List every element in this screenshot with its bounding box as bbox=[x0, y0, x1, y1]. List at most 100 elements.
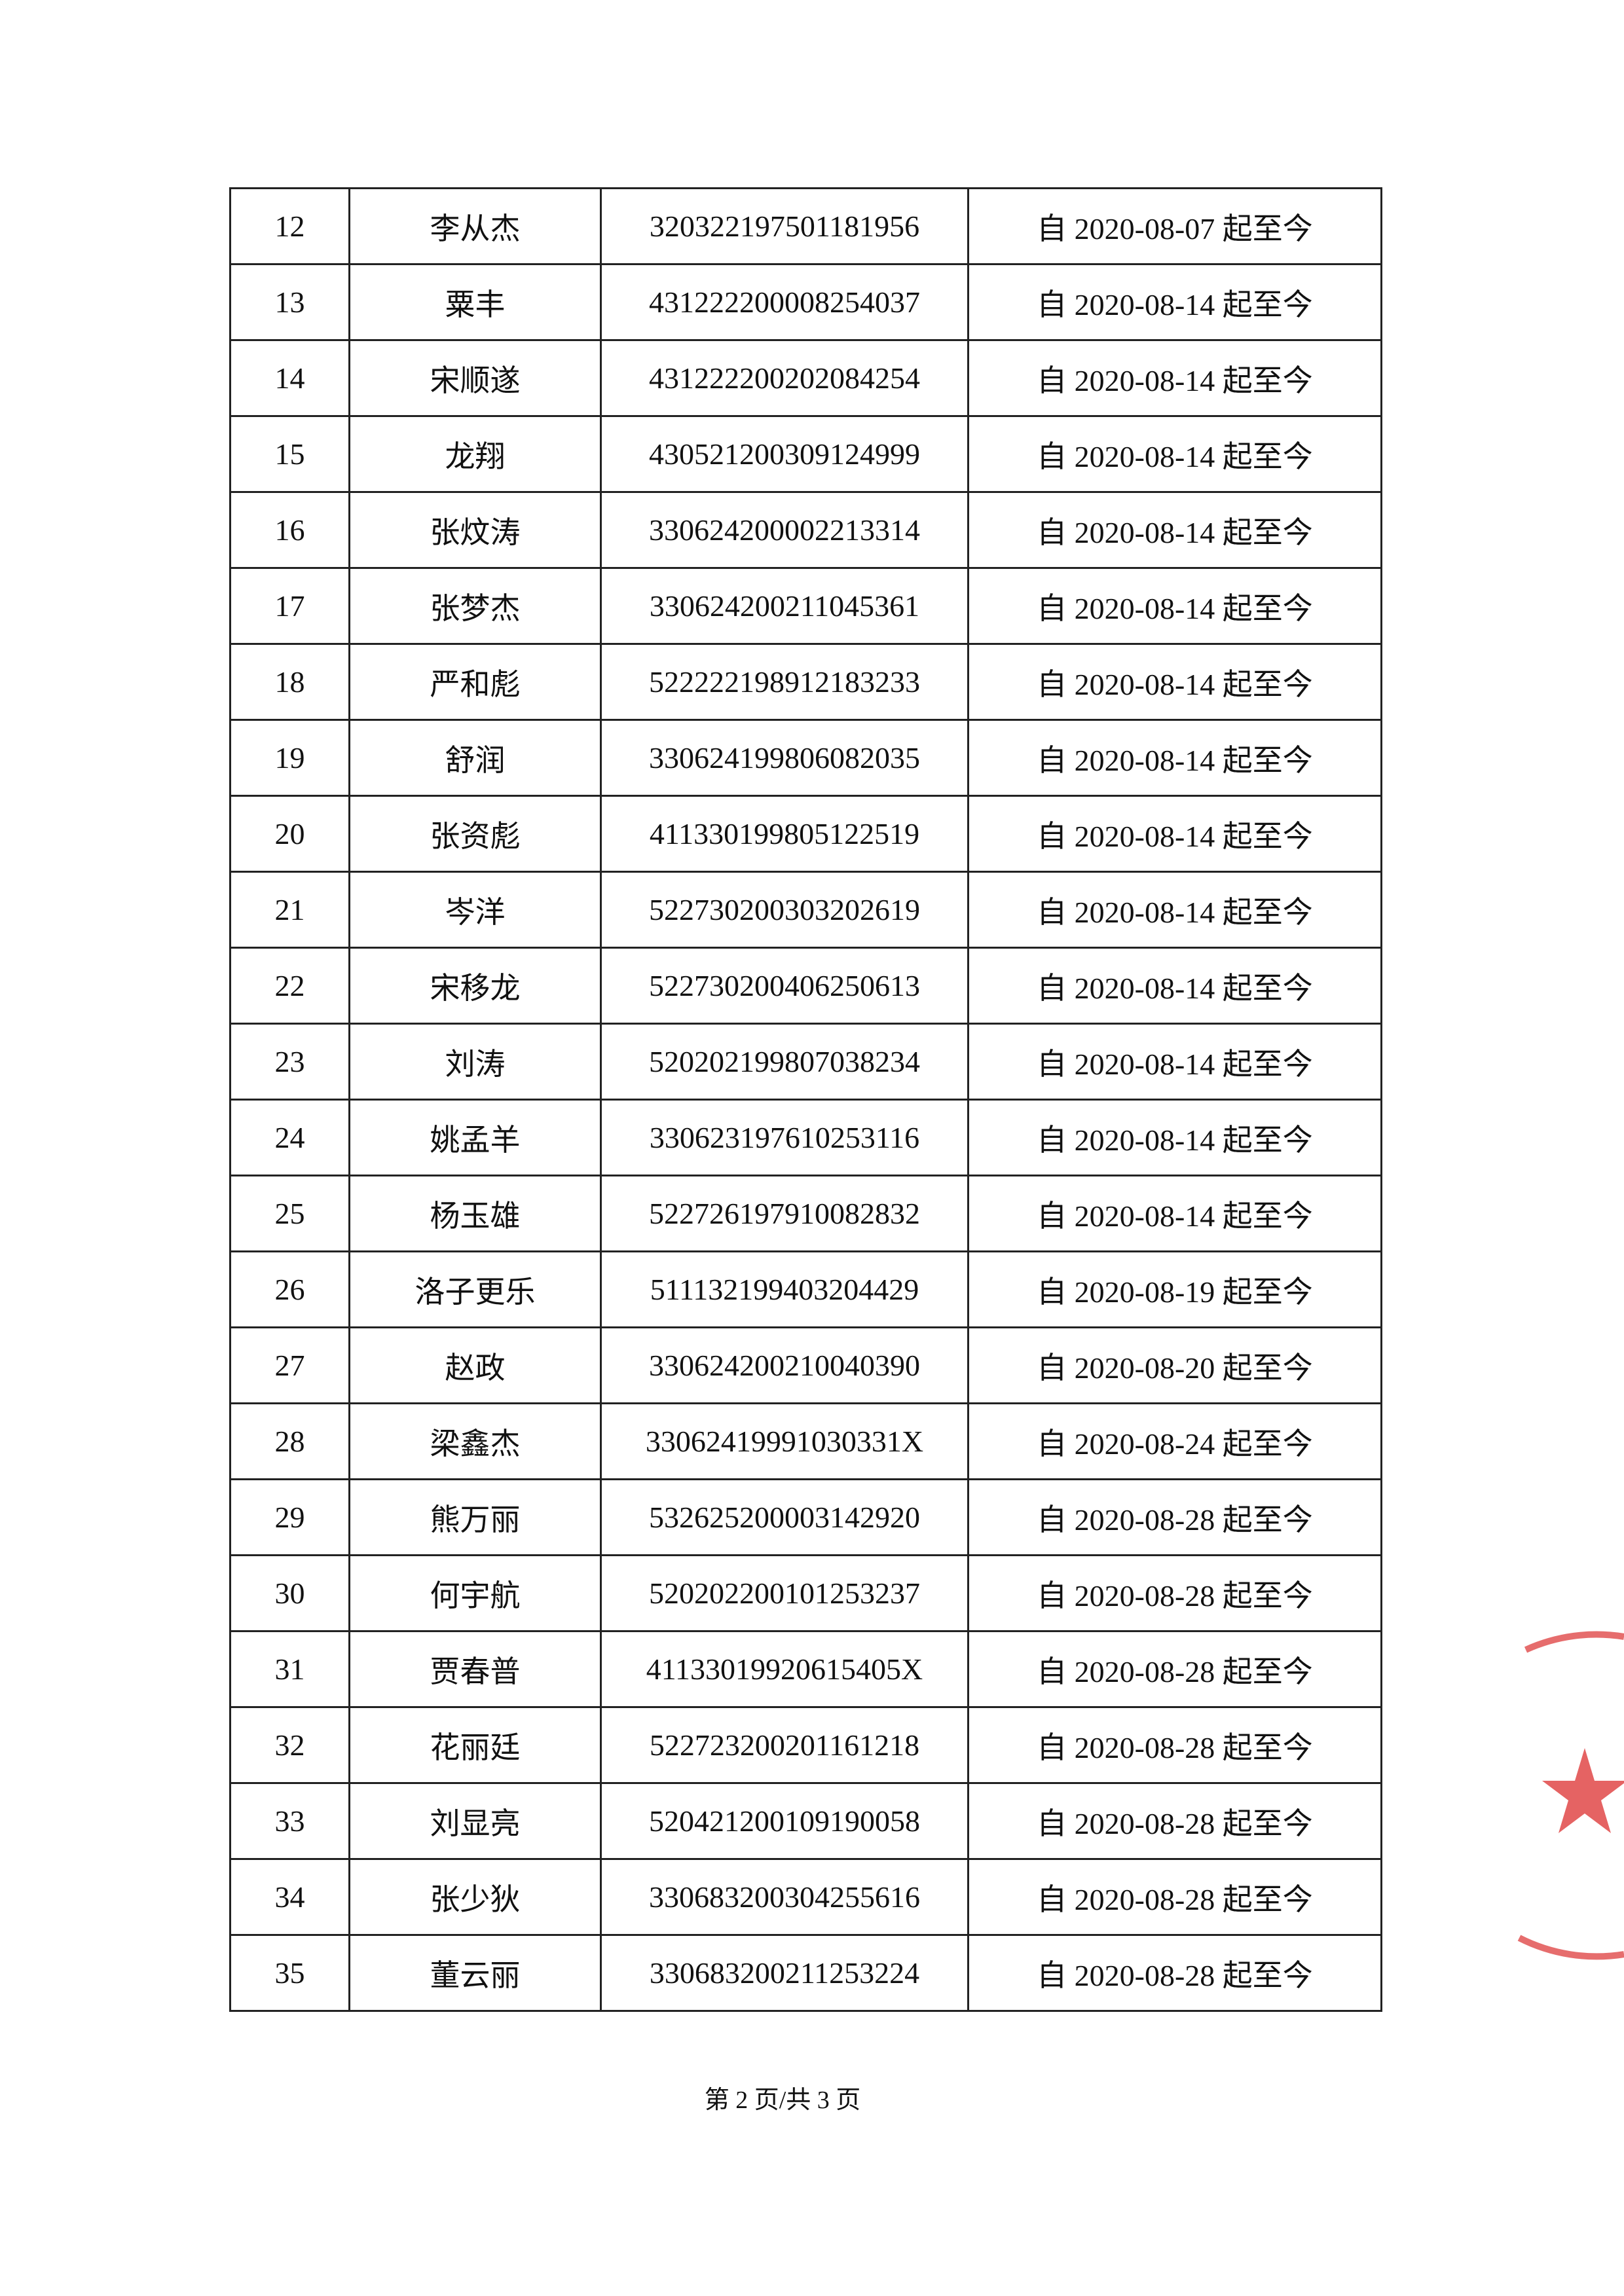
id-number: 520421200109190058 bbox=[600, 1782, 969, 1860]
date-range: 自 2020-08-14 起至今 bbox=[967, 1175, 1382, 1252]
id-number: 522730200406250613 bbox=[600, 947, 969, 1025]
name: 杨玉雄 bbox=[348, 1175, 602, 1252]
id-number: 522730200303202619 bbox=[600, 871, 969, 949]
row-number: 26 bbox=[229, 1250, 350, 1328]
row-number: 15 bbox=[229, 415, 350, 493]
id-number: 330624200211045361 bbox=[600, 567, 969, 645]
table-row: 16 张炆涛 330624200002213314 自 2020-08-14 起至今 bbox=[229, 491, 1382, 569]
id-number: 330624200210040390 bbox=[600, 1326, 969, 1404]
date-range: 自 2020-08-14 起至今 bbox=[967, 643, 1382, 721]
table-row: 21 岑洋 522730200303202619 自 2020-08-14 起至今 bbox=[229, 871, 1382, 949]
id-number: 320322197501181956 bbox=[600, 187, 969, 265]
row-number: 24 bbox=[229, 1099, 350, 1176]
row-number: 21 bbox=[229, 871, 350, 949]
date-range: 自 2020-08-14 起至今 bbox=[967, 491, 1382, 569]
table-row: 33 刘显亮 520421200109190058 自 2020-08-28 起至今 bbox=[229, 1782, 1382, 1860]
name: 贾春普 bbox=[348, 1630, 602, 1708]
row-number: 31 bbox=[229, 1630, 350, 1708]
date-range: 自 2020-08-28 起至今 bbox=[967, 1858, 1382, 1936]
name: 宋顺遂 bbox=[348, 339, 602, 417]
row-number: 29 bbox=[229, 1478, 350, 1556]
name: 张炆涛 bbox=[348, 491, 602, 569]
id-number: 520202200101253237 bbox=[600, 1554, 969, 1632]
date-range: 自 2020-08-14 起至今 bbox=[967, 339, 1382, 417]
row-number: 18 bbox=[229, 643, 350, 721]
date-range: 自 2020-08-28 起至今 bbox=[967, 1554, 1382, 1632]
name: 张资彪 bbox=[348, 795, 602, 873]
id-number: 522222198912183233 bbox=[600, 643, 969, 721]
table-row: 29 熊万丽 532625200003142920 自 2020-08-28 起至今 bbox=[229, 1478, 1382, 1556]
id-number: 33062419991030331X bbox=[600, 1402, 969, 1480]
row-number: 30 bbox=[229, 1554, 350, 1632]
row-number: 34 bbox=[229, 1858, 350, 1936]
row-number: 16 bbox=[229, 491, 350, 569]
date-range: 自 2020-08-14 起至今 bbox=[967, 871, 1382, 949]
stamp-arc bbox=[1524, 1631, 1624, 1653]
table-row: 28 梁鑫杰 33062419991030331X 自 2020-08-24 起至今 bbox=[229, 1402, 1382, 1480]
row-number: 27 bbox=[229, 1326, 350, 1404]
date-range: 自 2020-08-07 起至今 bbox=[967, 187, 1382, 265]
date-range: 自 2020-08-28 起至今 bbox=[967, 1934, 1382, 2012]
id-number: 411330199805122519 bbox=[600, 795, 969, 873]
row-number: 19 bbox=[229, 719, 350, 797]
date-range: 自 2020-08-14 起至今 bbox=[967, 1023, 1382, 1101]
table-row: 19 舒润 330624199806082035 自 2020-08-14 起至今 bbox=[229, 719, 1382, 797]
row-number: 28 bbox=[229, 1402, 350, 1480]
id-number: 330683200211253224 bbox=[600, 1934, 969, 2012]
name: 梁鑫杰 bbox=[348, 1402, 602, 1480]
date-range: 自 2020-08-14 起至今 bbox=[967, 947, 1382, 1025]
name: 姚孟羊 bbox=[348, 1099, 602, 1176]
id-number: 532625200003142920 bbox=[600, 1478, 969, 1556]
name: 舒润 bbox=[348, 719, 602, 797]
table-row: 25 杨玉雄 522726197910082832 自 2020-08-14 起至今 bbox=[229, 1175, 1382, 1252]
id-number: 522723200201161218 bbox=[600, 1706, 969, 1784]
row-number: 17 bbox=[229, 567, 350, 645]
table-row: 24 姚孟羊 330623197610253116 自 2020-08-14 起至今 bbox=[229, 1099, 1382, 1176]
table-row: 35 董云丽 330683200211253224 自 2020-08-28 起至今 bbox=[229, 1934, 1382, 2012]
name: 刘涛 bbox=[348, 1023, 602, 1101]
date-range: 自 2020-08-28 起至今 bbox=[967, 1630, 1382, 1708]
id-number: 330624200002213314 bbox=[600, 491, 969, 569]
row-number: 23 bbox=[229, 1023, 350, 1101]
date-range: 自 2020-08-14 起至今 bbox=[967, 795, 1382, 873]
name: 张少狄 bbox=[348, 1858, 602, 1936]
table-row: 23 刘涛 520202199807038234 自 2020-08-14 起至今 bbox=[229, 1023, 1382, 1101]
date-range: 自 2020-08-14 起至今 bbox=[967, 719, 1382, 797]
id-number: 41133019920615405X bbox=[600, 1630, 969, 1708]
name: 熊万丽 bbox=[348, 1478, 602, 1556]
id-number: 330623197610253116 bbox=[600, 1099, 969, 1176]
id-number: 522726197910082832 bbox=[600, 1175, 969, 1252]
table-row: 30 何宇航 520202200101253237 自 2020-08-28 起至今 bbox=[229, 1554, 1382, 1632]
table-body: 12 李从杰 320322197501181956 自 2020-08-07 起至今 1… bbox=[229, 187, 1382, 2012]
id-number: 430521200309124999 bbox=[600, 415, 969, 493]
stamp-star bbox=[1542, 1748, 1624, 1833]
table-row: 34 张少狄 330683200304255616 自 2020-08-28 起至今 bbox=[229, 1858, 1382, 1936]
name: 龙翔 bbox=[348, 415, 602, 493]
id-number: 330624199806082035 bbox=[600, 719, 969, 797]
row-number: 32 bbox=[229, 1706, 350, 1784]
name: 洛子更乐 bbox=[348, 1250, 602, 1328]
date-range: 自 2020-08-28 起至今 bbox=[967, 1478, 1382, 1556]
name: 宋移龙 bbox=[348, 947, 602, 1025]
name: 何宇航 bbox=[348, 1554, 602, 1632]
name: 董云丽 bbox=[348, 1934, 602, 2012]
page-footer: 第 2 页/共 3 页 bbox=[704, 2086, 861, 2114]
table-row: 32 花丽廷 522723200201161218 自 2020-08-28 起至今 bbox=[229, 1706, 1382, 1784]
name: 岑洋 bbox=[348, 871, 602, 949]
table-row: 22 宋移龙 522730200406250613 自 2020-08-14 起至今 bbox=[229, 947, 1382, 1025]
table-row: 27 赵政 330624200210040390 自 2020-08-20 起至今 bbox=[229, 1326, 1382, 1404]
table-row: 31 贾春普 41133019920615405X 自 2020-08-28 起至今 bbox=[229, 1630, 1382, 1708]
name: 花丽廷 bbox=[348, 1706, 602, 1784]
personnel-table: 12 李从杰 320322197501181956 自 2020-08-07 起至今 1… bbox=[229, 187, 1382, 2012]
date-range: 自 2020-08-14 起至今 bbox=[967, 1099, 1382, 1176]
name: 赵政 bbox=[348, 1326, 602, 1404]
table-row: 13 粟丰 431222200008254037 自 2020-08-14 起至今 bbox=[229, 263, 1382, 341]
id-number: 520202199807038234 bbox=[600, 1023, 969, 1101]
date-range: 自 2020-08-14 起至今 bbox=[967, 415, 1382, 493]
row-number: 14 bbox=[229, 339, 350, 417]
id-number: 431222200202084254 bbox=[600, 339, 969, 417]
date-range: 自 2020-08-28 起至今 bbox=[967, 1782, 1382, 1860]
name: 刘显亮 bbox=[348, 1782, 602, 1860]
stamp-arc bbox=[1517, 1935, 1624, 1960]
